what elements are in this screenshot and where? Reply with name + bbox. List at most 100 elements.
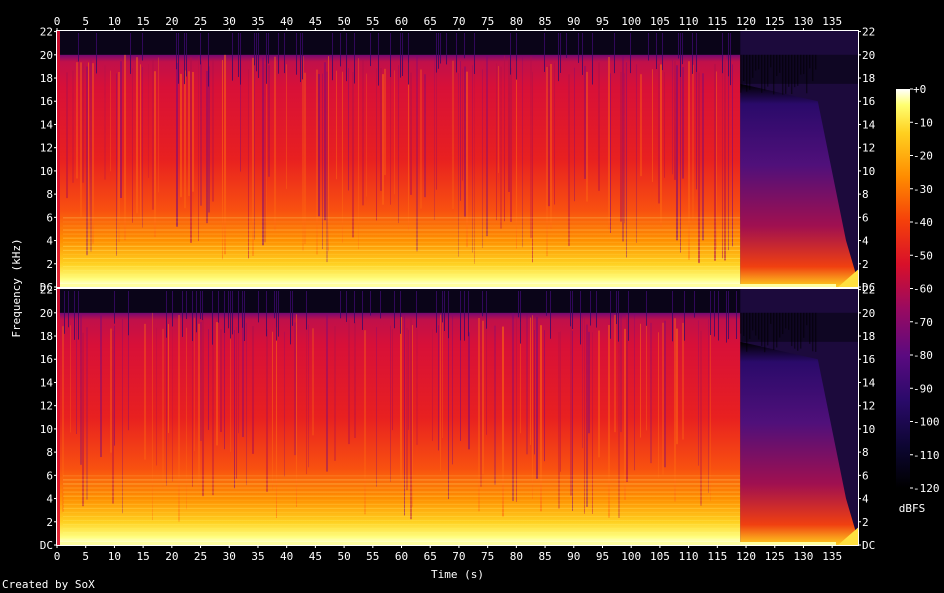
y-tick-label-left: 20 xyxy=(40,49,53,62)
y-tick-label-right: DC xyxy=(862,539,875,552)
x-tick-label-bottom: 35 xyxy=(251,550,264,563)
x-tick-label-bottom: 90 xyxy=(567,550,580,563)
colorbar-tick-label: -70 xyxy=(913,316,933,329)
x-tick-label-bottom: 0 xyxy=(54,550,61,563)
colorbar-unit-label: dBFS xyxy=(899,502,926,515)
y-tick-label-right: 18 xyxy=(862,330,875,343)
credit-text: Created by SoX xyxy=(2,578,95,591)
x-tick-label-top: 100 xyxy=(621,15,641,28)
y-tick-label-right: 2 xyxy=(862,516,869,529)
y-tick-label-left: 22 xyxy=(40,26,53,39)
x-tick-label-bottom: 25 xyxy=(194,550,207,563)
above-cutoff-band xyxy=(57,31,858,55)
y-tick-label-left: 16 xyxy=(40,353,53,366)
y-tick-label-left: 8 xyxy=(46,446,53,459)
y-tick-label-right: 20 xyxy=(862,49,875,62)
y-tick-label-right: 6 xyxy=(862,469,869,482)
colorbar-tick-label: -110 xyxy=(913,449,940,462)
y-tick-label-right: 10 xyxy=(862,165,875,178)
x-tick-label-bottom: 95 xyxy=(596,550,609,563)
y-tick-label-left: 14 xyxy=(40,376,54,389)
y-tick-label-right: 16 xyxy=(862,95,875,108)
y-tick-label-right: 4 xyxy=(862,493,869,506)
x-tick-label-bottom: 60 xyxy=(395,550,408,563)
dc-line xyxy=(57,542,836,545)
channel-2-spectrogram xyxy=(56,288,859,546)
x-tick-label-top: 30 xyxy=(223,15,236,28)
x-tick-label-top: 135 xyxy=(822,15,842,28)
y-tick-label-left: 20 xyxy=(40,307,53,320)
y-tick-label-left: 2 xyxy=(46,516,53,529)
y-tick-label-left: 6 xyxy=(46,469,53,482)
x-tick-label-top: 10 xyxy=(108,15,121,28)
x-tick-label-top: 130 xyxy=(794,15,814,28)
y-tick-label-left: 22 xyxy=(40,284,53,297)
y-tick-label-left: 4 xyxy=(46,235,53,248)
fade-out-region xyxy=(740,289,858,545)
x-axis-label: Time (s) xyxy=(431,568,484,581)
x-tick-label-bottom: 135 xyxy=(822,550,842,563)
x-tick-label-bottom: 5 xyxy=(82,550,89,563)
colorbar-tick-label: -30 xyxy=(913,183,933,196)
colorbar-tick-label: -120 xyxy=(913,482,940,495)
x-tick-label-top: 0 xyxy=(54,15,61,28)
y-tick-label-left: 12 xyxy=(40,142,53,155)
x-tick-label-bottom: 130 xyxy=(794,550,814,563)
colorbar-scale xyxy=(896,89,910,488)
x-tick-label-bottom: 50 xyxy=(337,550,350,563)
x-tick-label-top: 80 xyxy=(510,15,523,28)
x-tick-label-bottom: 45 xyxy=(309,550,322,563)
x-tick-label-top: 75 xyxy=(481,15,494,28)
x-tick-label-top: 60 xyxy=(395,15,408,28)
x-tick-label-bottom: 70 xyxy=(452,550,465,563)
y-tick-label-right: 22 xyxy=(862,26,875,39)
x-tick-label-top: 85 xyxy=(538,15,551,28)
x-tick-label-bottom: 55 xyxy=(366,550,379,563)
colorbar-tick-label: -100 xyxy=(913,416,940,429)
y-tick-label-right: 12 xyxy=(862,400,875,413)
x-tick-label-top: 25 xyxy=(194,15,207,28)
dc-line xyxy=(57,284,836,287)
x-tick-label-top: 50 xyxy=(337,15,350,28)
x-tick-label-bottom: 30 xyxy=(223,550,236,563)
y-tick-label-left: 18 xyxy=(40,72,53,85)
colorbar-tick-label: +0 xyxy=(913,83,926,96)
y-tick-label-right: DC xyxy=(862,281,875,294)
x-tick-label-bottom: 20 xyxy=(165,550,178,563)
panel-frame xyxy=(56,30,859,288)
y-tick-label-right: 2 xyxy=(862,258,869,271)
colorbar-tick-label: -50 xyxy=(913,249,933,262)
x-tick-label-bottom: 110 xyxy=(679,550,699,563)
y-tick-label-left: DC xyxy=(40,281,53,294)
colorbar-tick-label: -10 xyxy=(913,116,933,129)
panel-frame xyxy=(56,288,859,546)
y-tick-label-right: 6 xyxy=(862,211,869,224)
y-tick-label-left: 18 xyxy=(40,330,53,343)
x-tick-label-top: 90 xyxy=(567,15,580,28)
y-tick-label-right: 10 xyxy=(862,423,875,436)
y-tick-label-right: 22 xyxy=(862,284,875,297)
x-tick-label-top: 125 xyxy=(765,15,785,28)
fade-out-region xyxy=(740,31,858,287)
colorbar-tick-label: -40 xyxy=(913,216,933,229)
spectral-streaks xyxy=(63,33,741,284)
x-tick-label-top: 115 xyxy=(707,15,727,28)
y-tick-label-right: 8 xyxy=(862,446,869,459)
colorbar-tick-label: -80 xyxy=(913,349,933,362)
y-tick-label-right: 8 xyxy=(862,188,869,201)
y-tick-label-left: DC xyxy=(40,539,53,552)
y-tick-label-right: 14 xyxy=(862,376,876,389)
x-tick-label-bottom: 40 xyxy=(280,550,293,563)
spectrogram-body xyxy=(57,289,858,545)
colorbar-tick-label: -20 xyxy=(913,150,933,163)
x-tick-label-top: 35 xyxy=(251,15,264,28)
x-tick-label-top: 70 xyxy=(452,15,465,28)
channel-1-spectrogram xyxy=(56,30,859,288)
x-tick-label-top: 55 xyxy=(366,15,379,28)
x-tick-label-bottom: 80 xyxy=(510,550,523,563)
x-tick-label-top: 110 xyxy=(679,15,699,28)
y-tick-label-right: 4 xyxy=(862,235,869,248)
colorbar-tick-label: -60 xyxy=(913,283,933,296)
y-axis-label: Frequency (kHz) xyxy=(10,238,23,337)
x-tick-label-bottom: 10 xyxy=(108,550,121,563)
